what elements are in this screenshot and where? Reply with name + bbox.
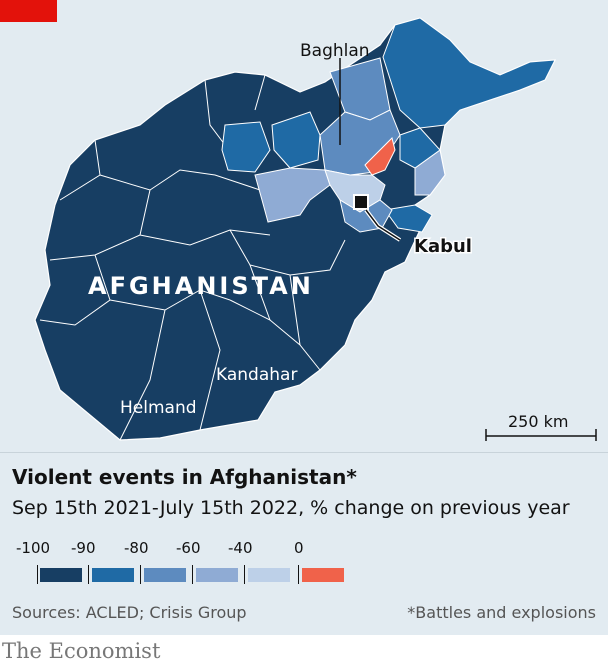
legend-tick: -40 — [228, 539, 253, 557]
legend-tick: -90 — [71, 539, 96, 557]
province-north-a — [221, 121, 271, 173]
label-baghlan: Baghlan — [300, 41, 370, 61]
label-kandahar: Kandahar — [216, 365, 297, 385]
kabul-leader-inner — [365, 209, 401, 241]
economist-red-tag — [0, 0, 57, 22]
scale-bar-label: 250 km — [508, 412, 568, 431]
legend-swatch — [302, 568, 344, 582]
scale-bar: 250 km — [485, 412, 597, 441]
province-northeast-badakhshan — [382, 17, 556, 129]
legend-tick: -60 — [176, 539, 201, 557]
legend-tick: -80 — [124, 539, 149, 557]
legend-tick: 0 — [294, 539, 304, 557]
legend-panel: Violent events in Afghanistan* Sep 15th … — [0, 452, 608, 635]
legend-swatch — [248, 568, 290, 582]
legend-swatch — [196, 568, 238, 582]
legend-separator — [244, 565, 245, 584]
legend-swatch — [40, 568, 82, 582]
legend-swatch — [92, 568, 134, 582]
sources: Sources: ACLED; Crisis Group — [12, 603, 247, 622]
brand-logo: The Economist — [2, 639, 161, 663]
legend-separator — [298, 565, 299, 584]
kabul-marker — [353, 194, 369, 210]
legend-title: Violent events in Afghanistan* — [12, 465, 357, 489]
legend-subtitle: Sep 15th 2021-July 15th 2022, % change o… — [12, 497, 570, 519]
legend-separator — [37, 565, 38, 584]
footnote: *Battles and explosions — [407, 603, 596, 622]
province-east-c — [384, 204, 433, 233]
afghanistan-map: Baghlan Kabul AFGHANISTAN Kandahar Helma… — [34, 17, 597, 441]
province-borders — [39, 74, 346, 441]
legend-separator — [88, 565, 89, 584]
province-north-b — [271, 111, 321, 169]
province-west-band — [254, 167, 331, 223]
label-afghanistan: AFGHANISTAN — [88, 272, 314, 300]
legend-tick: -100 — [16, 539, 51, 557]
legend-swatch — [144, 568, 186, 582]
legend-separator — [192, 565, 193, 584]
legend-separator — [140, 565, 141, 584]
label-helmand: Helmand — [120, 398, 197, 418]
province-east-b — [399, 127, 441, 169]
label-kabul: Kabul — [414, 236, 472, 257]
